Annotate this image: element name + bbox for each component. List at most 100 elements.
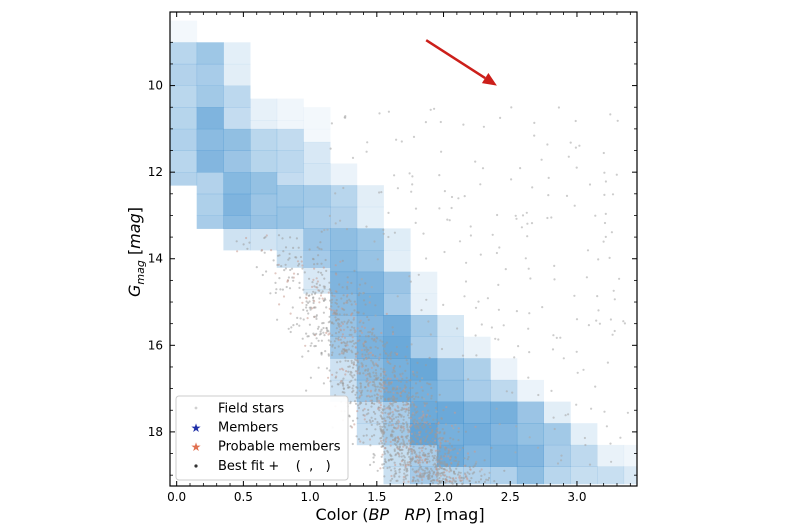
field-star-point	[412, 412, 415, 415]
field-star-point	[402, 401, 405, 404]
field-star-point	[395, 479, 398, 482]
field-star-point	[389, 357, 392, 360]
field-star-point	[372, 327, 375, 331]
field-star-point	[381, 442, 384, 445]
density-cell	[170, 150, 198, 173]
field-star-point	[361, 353, 364, 356]
field-star-point	[397, 379, 400, 382]
field-star-point	[327, 291, 330, 294]
field-star-point	[402, 445, 405, 448]
field-star-point	[394, 454, 397, 457]
field-star-point	[391, 404, 394, 407]
field-star-point	[350, 312, 353, 316]
field-star-point	[351, 376, 354, 379]
field-star-point	[384, 411, 387, 414]
field-star-point	[409, 403, 412, 406]
field-star-point	[318, 284, 321, 287]
field-star-point	[393, 375, 396, 378]
field-star-point	[368, 374, 371, 377]
field-star-point	[453, 447, 456, 450]
field-star-point	[350, 303, 353, 306]
field-star-point	[416, 410, 419, 413]
field-star-point	[350, 340, 353, 343]
field-star-point	[421, 478, 424, 481]
legend-label: Field stars	[218, 402, 284, 417]
field-star-point	[411, 175, 414, 178]
field-star-point	[477, 480, 481, 483]
field-star-point	[426, 420, 429, 423]
field-star-point	[437, 482, 440, 485]
field-star-point	[287, 258, 290, 261]
field-star-point	[409, 442, 412, 445]
field-star-point	[420, 386, 423, 389]
field-star-point	[325, 326, 328, 330]
field-star-point	[315, 315, 318, 318]
density-cell	[223, 42, 251, 65]
density-cell	[543, 401, 571, 424]
field-star-point	[325, 367, 329, 370]
field-star-point	[498, 423, 501, 426]
field-star-point	[400, 395, 403, 398]
field-star-point	[290, 267, 294, 270]
field-star-point	[404, 410, 407, 413]
field-star-point	[383, 382, 386, 385]
star-icon: ★	[191, 421, 202, 435]
field-star-point	[337, 345, 340, 348]
field-star-point	[366, 389, 369, 392]
field-star-point	[428, 472, 432, 475]
field-star-point	[415, 427, 418, 430]
field-star-point	[378, 383, 381, 386]
field-star-point	[364, 303, 367, 306]
field-star-point	[461, 354, 465, 357]
density-cell	[196, 128, 224, 151]
field-star-point	[358, 334, 361, 338]
field-star-point	[434, 429, 438, 433]
field-star-point	[435, 418, 438, 421]
field-star-point	[387, 235, 390, 239]
density-cell	[516, 444, 544, 467]
field-star-point	[288, 287, 292, 290]
field-star-point	[370, 416, 373, 419]
field-star-point	[370, 402, 374, 405]
field-star-point	[379, 367, 383, 370]
field-star-point	[448, 470, 451, 473]
field-star-point	[466, 471, 469, 474]
field-star-point	[491, 233, 494, 236]
field-star-point	[402, 481, 405, 484]
field-star-point	[384, 422, 387, 425]
field-star-point	[353, 374, 356, 377]
field-star-point	[440, 347, 444, 351]
field-star-point	[439, 431, 442, 434]
field-star-point	[583, 436, 587, 440]
field-star-point	[493, 480, 496, 483]
field-star-point	[305, 293, 308, 296]
field-star-point	[448, 219, 451, 222]
field-star-point	[391, 332, 395, 336]
field-star-point	[376, 258, 379, 261]
field-star-point	[403, 468, 406, 471]
density-cell	[410, 358, 438, 381]
field-star-point	[436, 469, 439, 472]
field-star-point	[354, 358, 357, 361]
field-star-point	[317, 271, 320, 274]
field-star-point	[432, 441, 435, 444]
field-star-point	[411, 386, 414, 389]
density-cell	[356, 185, 384, 208]
field-star-point	[376, 393, 379, 396]
field-star-point	[411, 468, 414, 471]
field-star-point	[305, 306, 308, 309]
field-star-point	[426, 393, 429, 396]
field-star-point	[398, 455, 401, 458]
field-star-point	[495, 251, 498, 255]
field-star-point	[497, 338, 500, 341]
density-cell	[223, 150, 251, 173]
field-star-point	[362, 312, 365, 315]
field-star-point	[352, 318, 355, 321]
field-star-point	[383, 349, 386, 352]
field-star-point	[394, 439, 397, 442]
field-star-point	[338, 313, 341, 316]
field-star-point	[355, 386, 358, 389]
field-star-point	[525, 211, 528, 214]
field-star-point	[421, 459, 424, 462]
field-star-point	[454, 456, 457, 459]
